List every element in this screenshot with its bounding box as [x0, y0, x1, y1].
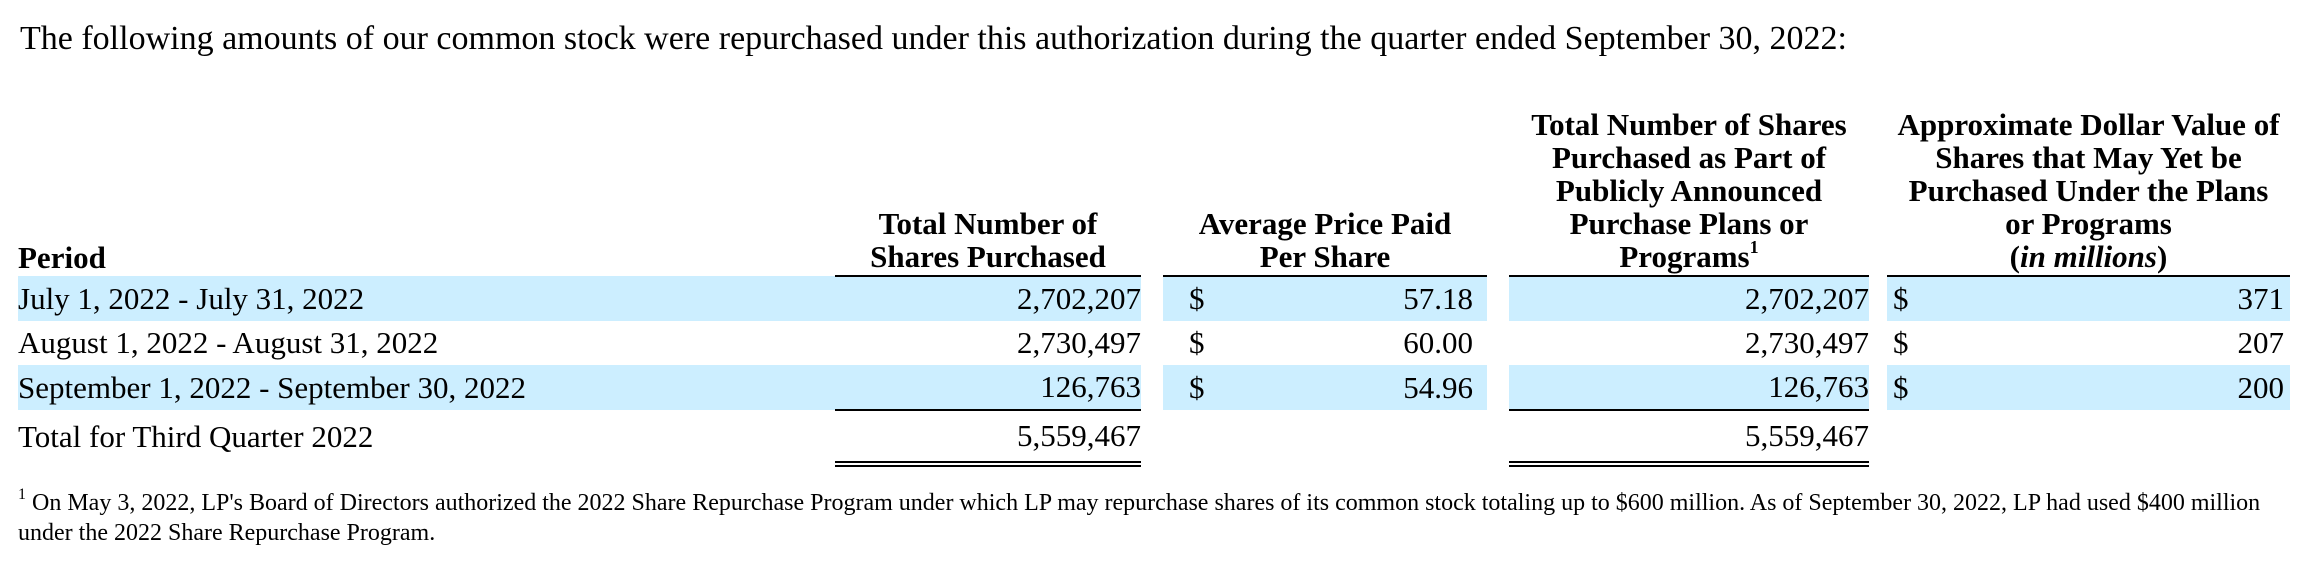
table-row: August 1, 2022 - August 31, 2022 2,730,4… [18, 321, 2290, 365]
table-row: September 1, 2022 - September 30, 2022 1… [18, 365, 2290, 410]
total-plans-shares: 5,559,467 [1509, 409, 1869, 467]
row-value-currency: $ [1893, 281, 1909, 316]
header-average-price: Average Price Paid Per Share [1163, 108, 1487, 277]
total-row: Total for Third Quarter 2022 5,559,467 5… [18, 409, 2290, 467]
row-total-shares: 2,702,207 [835, 276, 1141, 321]
row-price-value: 54.96 [1403, 369, 1473, 405]
row-price-currency: $ [1189, 281, 1205, 316]
repurchase-table: Period Total Number of Shares Purchased … [18, 108, 2290, 467]
header-dollar-value-label: Approximate Dollar Value of Shares that … [1897, 107, 2280, 241]
row-value-amount: 200 [2237, 369, 2285, 405]
footnote: 1 On May 3, 2022, LP's Board of Directors… [18, 486, 2286, 548]
row-price-currency: $ [1189, 369, 1205, 405]
row-value-amount: 207 [2237, 325, 2285, 360]
header-plans-shares-label: Total Number of Shares Purchased as Part… [1531, 107, 1847, 274]
row-average-price: $ 57.18 [1163, 276, 1487, 321]
row-dollar-value: $ 371 [1887, 276, 2290, 321]
row-price-currency: $ [1189, 325, 1205, 360]
row-value-amount: 371 [2237, 281, 2285, 316]
header-period: Period [18, 240, 106, 275]
row-period: July 1, 2022 - July 31, 2022 [18, 276, 835, 321]
header-plans-shares: Total Number of Shares Purchased as Part… [1509, 107, 1869, 277]
row-average-price: $ 60.00 [1163, 321, 1487, 365]
row-dollar-value: $ 207 [1887, 321, 2290, 365]
header-total-shares: Total Number of Shares Purchased [835, 108, 1141, 277]
footnote-mark: 1 [18, 486, 26, 503]
table-row: July 1, 2022 - July 31, 2022 2,702,207 $… [18, 276, 2290, 321]
row-value-currency: $ [1893, 325, 1909, 360]
header-dollar-value-unit: in millions [2020, 239, 2157, 274]
total-label: Total for Third Quarter 2022 [18, 419, 374, 454]
row-total-shares: 126,763 [835, 365, 1141, 410]
footnote-reference: 1 [1749, 237, 1759, 257]
footnote-text: On May 3, 2022, LP's Board of Directors … [18, 490, 2261, 546]
row-period: August 1, 2022 - August 31, 2022 [18, 325, 439, 360]
row-plans-shares: 126,763 [1509, 365, 1869, 410]
row-plans-shares: 2,702,207 [1509, 276, 1869, 321]
row-price-value: 57.18 [1403, 281, 1473, 316]
row-price-value: 60.00 [1403, 325, 1473, 360]
total-shares: 5,559,467 [835, 409, 1141, 467]
row-dollar-value: $ 200 [1887, 365, 2290, 410]
header-row: Period Total Number of Shares Purchased … [18, 107, 2290, 277]
row-period: September 1, 2022 - September 30, 2022 [18, 365, 835, 410]
row-average-price: $ 54.96 [1163, 365, 1487, 410]
header-dollar-value: Approximate Dollar Value of Shares that … [1887, 107, 2290, 277]
row-value-currency: $ [1893, 369, 1909, 405]
intro-text: The following amounts of our common stoc… [20, 20, 1848, 57]
row-total-shares: 2,730,497 [1017, 325, 1141, 360]
row-plans-shares: 2,730,497 [1745, 325, 1869, 360]
